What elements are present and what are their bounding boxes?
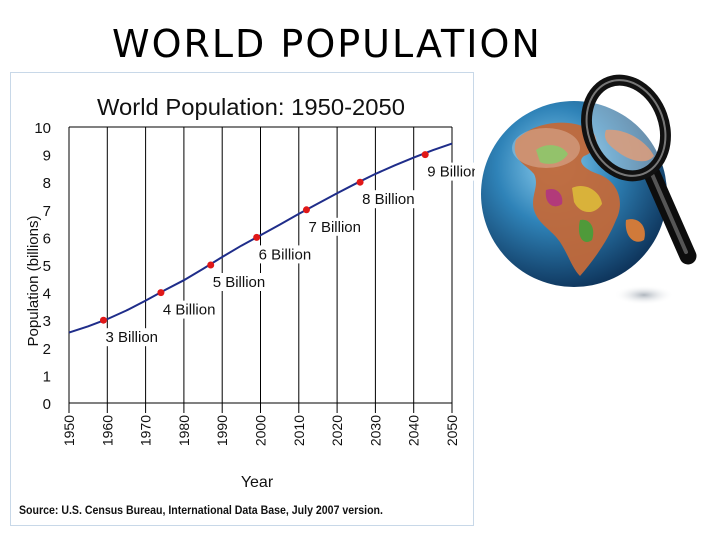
- y-tick-label: 8: [43, 175, 51, 192]
- globe-with-magnifier-illustration: [481, 74, 697, 305]
- y-tick-label: 1: [43, 368, 51, 385]
- y-tick-label: 10: [34, 120, 51, 137]
- x-tick-label: 2040: [406, 415, 422, 446]
- milestone-label-bg: [425, 162, 475, 181]
- y-axis-title: Population (billions): [25, 216, 42, 347]
- milestone-marker: [302, 206, 310, 214]
- milestone-marker: [99, 316, 107, 324]
- x-tick-label: 2000: [253, 415, 269, 446]
- x-tick-label: 1960: [99, 415, 115, 446]
- x-tick-label: 1970: [138, 415, 154, 446]
- milestone-label: 7 Billion: [308, 219, 361, 236]
- x-tick-label: 1990: [214, 415, 230, 446]
- milestone-marker: [253, 233, 261, 241]
- x-axis-title: Year: [241, 474, 274, 491]
- y-tick-label: 9: [43, 148, 51, 165]
- y-tick-label: 2: [43, 341, 51, 358]
- population-line: [68, 142, 453, 334]
- population-line-chart: World Population: 1950-2050 0 1 2 3 4 5 6 7 8 9 10…: [25, 94, 475, 491]
- milestone-label: 8 Billion: [362, 191, 415, 208]
- milestone-label-bg: [160, 300, 219, 319]
- x-tick-label: 2050: [444, 415, 460, 446]
- milestone-marker: [421, 151, 429, 159]
- y-tick-label: 7: [43, 203, 51, 220]
- milestone-label: 9 Billion: [427, 164, 475, 181]
- x-tick-label: 2020: [329, 415, 345, 446]
- milestone-marker: [157, 289, 165, 297]
- slide-title: WORLD POPULATION: [112, 22, 542, 66]
- milestone-label-bg: [103, 328, 162, 347]
- milestone-label-bg: [306, 217, 365, 236]
- y-tick-label: 6: [43, 230, 51, 247]
- milestone-label-bg: [256, 245, 315, 264]
- milestone-label-bg: [210, 273, 269, 291]
- x-tick-label: 2010: [291, 415, 307, 446]
- y-tick-label: 0: [43, 396, 51, 413]
- milestone-label: 6 Billion: [259, 246, 312, 263]
- x-tick-label: 2030: [367, 415, 383, 446]
- milestone-marker: [207, 261, 215, 269]
- milestone-marker: [356, 178, 364, 186]
- y-tick-label: 5: [43, 258, 51, 275]
- chart-title: World Population: 1950-2050: [97, 94, 405, 120]
- chart-panel: World Population: 1950-2050 0 1 2 3 4 5 6 7 8 9 10…: [10, 72, 475, 526]
- chart-source-note: Source: U.S. Census Bureau, Internationa…: [19, 505, 383, 517]
- y-tick-label: 3: [43, 313, 51, 330]
- milestone-label: 5 Billion: [213, 274, 266, 291]
- x-tick-label: 1950: [61, 415, 77, 446]
- milestone-label: 4 Billion: [163, 302, 216, 319]
- y-tick-label: 4: [43, 286, 51, 303]
- x-tick-label: 1980: [176, 415, 192, 446]
- magnifying-glass-icon: [581, 74, 697, 305]
- milestone-label-bg: [360, 190, 419, 209]
- milestone-label: 3 Billion: [105, 329, 158, 346]
- globe-icon: [481, 101, 667, 287]
